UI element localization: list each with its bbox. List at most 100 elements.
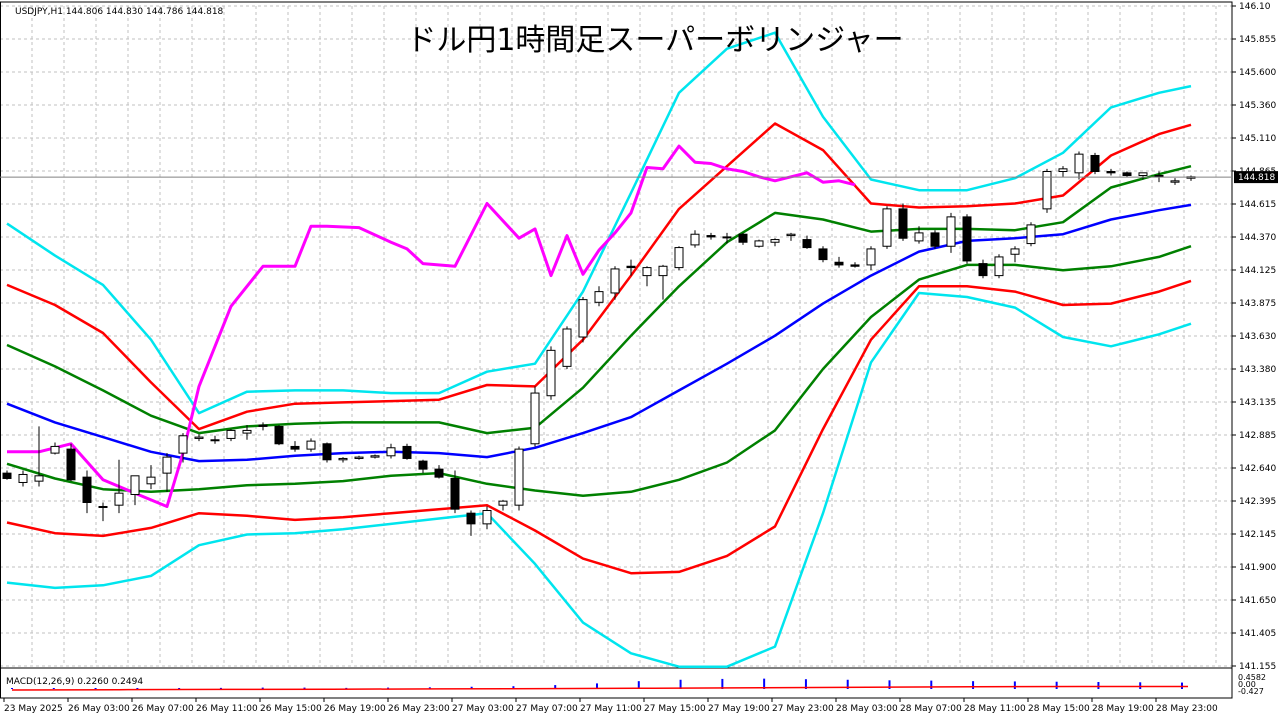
candle bbox=[578, 296, 588, 343]
candle-body bbox=[1058, 168, 1068, 173]
candle bbox=[354, 455, 364, 460]
candle-body bbox=[130, 475, 140, 495]
x-tick-label: 26 May 23:00 bbox=[388, 704, 450, 714]
y-tick-label: 143.380 bbox=[1239, 365, 1276, 375]
candle-body bbox=[866, 248, 876, 266]
candle-body bbox=[1010, 248, 1020, 255]
candle-body bbox=[194, 436, 204, 439]
candle-body bbox=[594, 291, 604, 303]
x-tick-label: 28 May 11:00 bbox=[964, 704, 1026, 714]
y-tick-label: 142.145 bbox=[1239, 530, 1276, 540]
x-tick-label: 23 May 2025 bbox=[4, 704, 63, 714]
chart-frame bbox=[0, 1, 1233, 699]
candle bbox=[18, 470, 28, 487]
candle-body bbox=[898, 208, 908, 239]
candle-body bbox=[498, 500, 508, 506]
candle bbox=[802, 235, 812, 249]
candle-body bbox=[658, 265, 668, 277]
candle-body bbox=[818, 248, 828, 261]
candle bbox=[34, 426, 44, 487]
candle bbox=[498, 499, 508, 511]
candle-body bbox=[2, 472, 12, 479]
candle bbox=[338, 457, 348, 463]
candle bbox=[2, 470, 12, 480]
y-tick-label: 141.405 bbox=[1239, 629, 1276, 639]
candle-body bbox=[258, 424, 268, 427]
candle-body bbox=[562, 328, 572, 367]
candle-body bbox=[994, 256, 1004, 277]
macd-label: MACD(12,26,9) 0.2260 0.2494 bbox=[6, 677, 143, 687]
candle bbox=[290, 441, 300, 452]
candle bbox=[562, 326, 572, 370]
candle-body bbox=[690, 233, 700, 246]
candle-body bbox=[306, 440, 316, 450]
y-tick-label: 145.110 bbox=[1239, 134, 1276, 144]
candle bbox=[322, 442, 332, 463]
candle-body bbox=[162, 456, 172, 474]
candle bbox=[370, 454, 380, 459]
x-tick-label: 27 May 11:00 bbox=[580, 704, 642, 714]
y-tick-label: 143.875 bbox=[1239, 299, 1276, 309]
candle-body bbox=[1138, 172, 1148, 177]
macd-scale-label: 0.4582 bbox=[1238, 673, 1266, 682]
y-tick-label: 144.125 bbox=[1239, 266, 1276, 276]
candle bbox=[274, 425, 284, 446]
candle-body bbox=[322, 443, 332, 461]
y-tick-label: 143.135 bbox=[1239, 398, 1276, 408]
candle-body bbox=[722, 236, 732, 239]
candle bbox=[786, 232, 796, 241]
candle bbox=[1106, 168, 1116, 176]
y-tick-label: 141.650 bbox=[1239, 596, 1276, 606]
x-tick-label: 26 May 03:00 bbox=[68, 704, 130, 714]
candle bbox=[546, 346, 556, 400]
x-tick-label: 27 May 07:00 bbox=[516, 704, 578, 714]
candle bbox=[258, 422, 268, 431]
candle bbox=[434, 465, 444, 479]
candle bbox=[242, 425, 252, 440]
candle bbox=[706, 232, 716, 240]
candle-body bbox=[626, 265, 636, 269]
candle bbox=[530, 386, 540, 447]
y-tick-label: 142.395 bbox=[1239, 497, 1276, 507]
x-tick-label: 27 May 23:00 bbox=[772, 704, 834, 714]
y-tick-label: 145.855 bbox=[1239, 35, 1276, 45]
candle bbox=[690, 230, 700, 248]
candle-body bbox=[802, 239, 812, 249]
lagging-span bbox=[7, 144, 856, 508]
current-price-box bbox=[1234, 171, 1278, 184]
x-tick-label: 26 May 07:00 bbox=[132, 704, 194, 714]
candle-body bbox=[402, 445, 412, 459]
candle bbox=[210, 435, 220, 444]
candle-body bbox=[706, 235, 716, 238]
band-sigma2-upper bbox=[6, 122, 1192, 431]
candle bbox=[1042, 168, 1052, 213]
band-sigma1-upper bbox=[6, 164, 1192, 435]
candle-body bbox=[354, 456, 364, 459]
y-tick-label: 142.885 bbox=[1239, 431, 1276, 441]
macd-signal-line bbox=[11, 685, 1188, 691]
x-tick-label: 28 May 23:00 bbox=[1156, 704, 1218, 714]
y-tick-label: 141.155 bbox=[1239, 662, 1276, 672]
candle-body bbox=[482, 510, 492, 525]
band-sigma2-lower bbox=[6, 279, 1192, 575]
y-tick-label: 144.615 bbox=[1239, 200, 1276, 210]
candle bbox=[226, 429, 236, 442]
candle-body bbox=[18, 473, 28, 483]
candle-body bbox=[466, 512, 476, 525]
x-tick-label: 26 May 11:00 bbox=[196, 704, 258, 714]
candle bbox=[66, 443, 76, 482]
x-tick-label: 27 May 15:00 bbox=[644, 704, 706, 714]
candle-body bbox=[50, 445, 60, 454]
x-tick-label: 28 May 07:00 bbox=[900, 704, 962, 714]
candle bbox=[850, 262, 860, 268]
candle-body bbox=[418, 460, 428, 470]
symbol-header: USDJPY,H1 144.806 144.830 144.786 144.81… bbox=[15, 7, 224, 17]
y-tick-label: 141.900 bbox=[1239, 563, 1276, 573]
bollinger-bands bbox=[6, 31, 1192, 668]
candle-body bbox=[610, 268, 620, 294]
chart-title: ドル円1時間足スーパーボリンジャー bbox=[406, 23, 903, 58]
candle bbox=[418, 459, 428, 474]
candle bbox=[946, 212, 956, 253]
